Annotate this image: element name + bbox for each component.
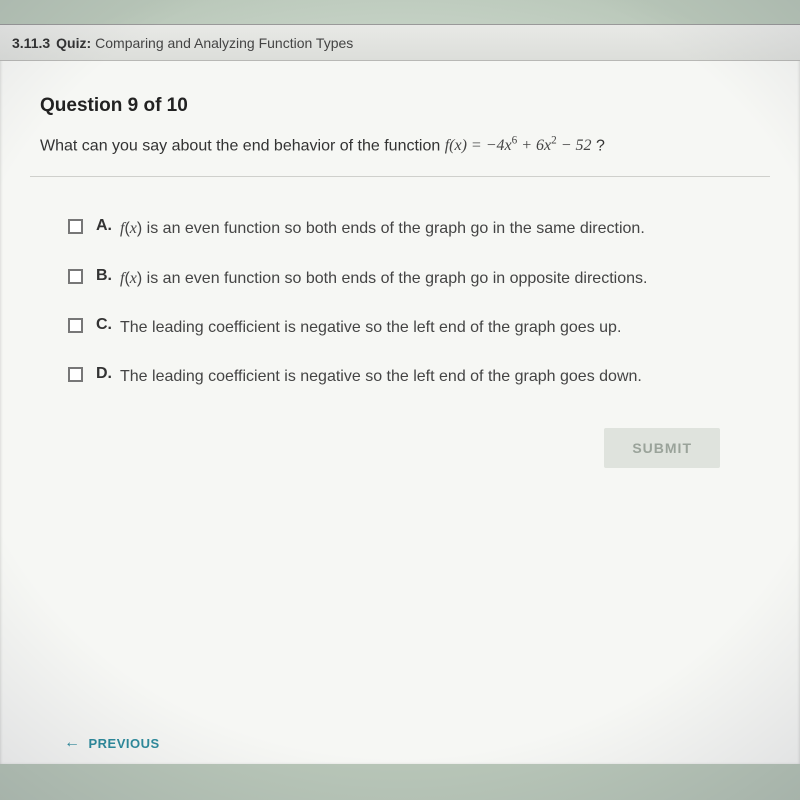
question-text: What can you say about the end behavior … — [40, 133, 760, 158]
option-a[interactable]: A. f(x) is an even function so both ends… — [68, 217, 720, 240]
option-letter: A. — [96, 217, 120, 235]
title-bar: 3.11.3 Quiz: Comparing and Analyzing Fun… — [0, 25, 800, 61]
options-list: A. f(x) is an even function so both ends… — [40, 217, 760, 388]
option-letter: D. — [96, 365, 120, 383]
divider — [30, 176, 770, 177]
option-text: The leading coefficient is negative so t… — [120, 365, 642, 388]
section-number: 3.11.3 — [12, 35, 50, 51]
checkbox-icon[interactable] — [68, 367, 83, 382]
question-function: f(x) = −4x6 + 6x2 − 52 — [445, 137, 592, 154]
option-b[interactable]: B. f(x) is an even function so both ends… — [68, 267, 720, 290]
option-text: The leading coefficient is negative so t… — [120, 316, 621, 339]
option-text: f(x) is an even function so both ends of… — [120, 217, 645, 240]
quiz-window: 3.11.3 Quiz: Comparing and Analyzing Fun… — [0, 24, 800, 764]
header-kind: Quiz: — [56, 35, 91, 51]
previous-button[interactable]: ← PREVIOUS — [64, 734, 160, 752]
content-area: Question 9 of 10 What can you say about … — [0, 61, 800, 468]
question-prompt-suffix: ? — [596, 137, 605, 154]
checkbox-icon[interactable] — [68, 318, 83, 333]
checkbox-icon[interactable] — [68, 269, 83, 284]
option-c[interactable]: C. The leading coefficient is negative s… — [68, 316, 720, 339]
option-text: f(x) is an even function so both ends of… — [120, 267, 647, 290]
arrow-left-icon: ← — [64, 734, 81, 752]
option-letter: C. — [96, 316, 120, 334]
header-title: Comparing and Analyzing Function Types — [95, 35, 353, 51]
previous-label: PREVIOUS — [89, 736, 160, 751]
submit-button[interactable]: SUBMIT — [604, 428, 720, 468]
question-number: Question 9 of 10 — [40, 95, 760, 117]
option-letter: B. — [96, 267, 120, 285]
option-d[interactable]: D. The leading coefficient is negative s… — [68, 365, 720, 388]
checkbox-icon[interactable] — [68, 219, 83, 234]
question-prompt-prefix: What can you say about the end behavior … — [40, 137, 445, 154]
